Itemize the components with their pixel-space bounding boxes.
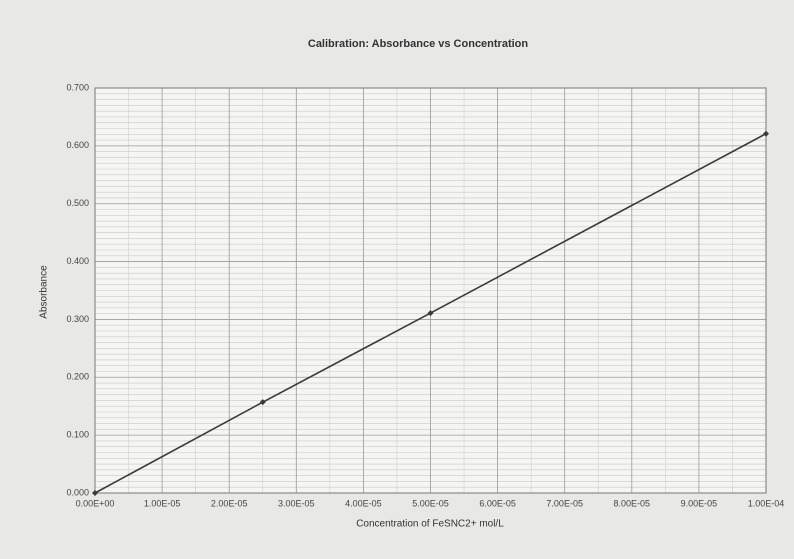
x-tick-label: 2.00E-05 [211, 498, 248, 508]
x-tick-label: 3.00E-05 [278, 498, 315, 508]
y-axis-label: Absorbance [39, 265, 50, 319]
x-tick-label: 9.00E-05 [681, 498, 718, 508]
y-tick-label: 0.200 [66, 372, 89, 382]
point-marker [763, 130, 769, 137]
series-line [94, 133, 767, 494]
y-tick-label: 0.400 [66, 256, 89, 266]
x-tick-label: 7.00E-05 [546, 498, 583, 508]
y-tick-label: 0.700 [66, 82, 89, 92]
y-tick-label: 0.500 [66, 198, 89, 208]
x-tick-label: 8.00E-05 [614, 498, 651, 508]
point-marker [92, 490, 98, 496]
chart-title: Calibration: Absorbance vs Concentration [308, 38, 529, 50]
y-tick-label: 0.000 [66, 487, 89, 497]
plot-border [94, 87, 767, 494]
x-tick-label: 1.00E-05 [144, 498, 181, 508]
point-marker [259, 399, 266, 406]
x-tick-label: 1.00E-04 [748, 498, 785, 508]
x-axis-label: Concentration of FeSNC2+ mol/L [356, 519, 504, 530]
x-tick-label: 0.00E+00 [76, 498, 115, 508]
x-tick-label: 4.00E-05 [345, 498, 382, 508]
y-tick-label: 0.300 [66, 314, 89, 324]
x-tick-label: 5.00E-05 [412, 498, 449, 508]
y-tick-label: 0.600 [66, 140, 89, 150]
x-tick-label: 6.00E-05 [479, 498, 516, 508]
point-marker [427, 310, 434, 317]
y-tick-label: 0.100 [66, 430, 89, 440]
